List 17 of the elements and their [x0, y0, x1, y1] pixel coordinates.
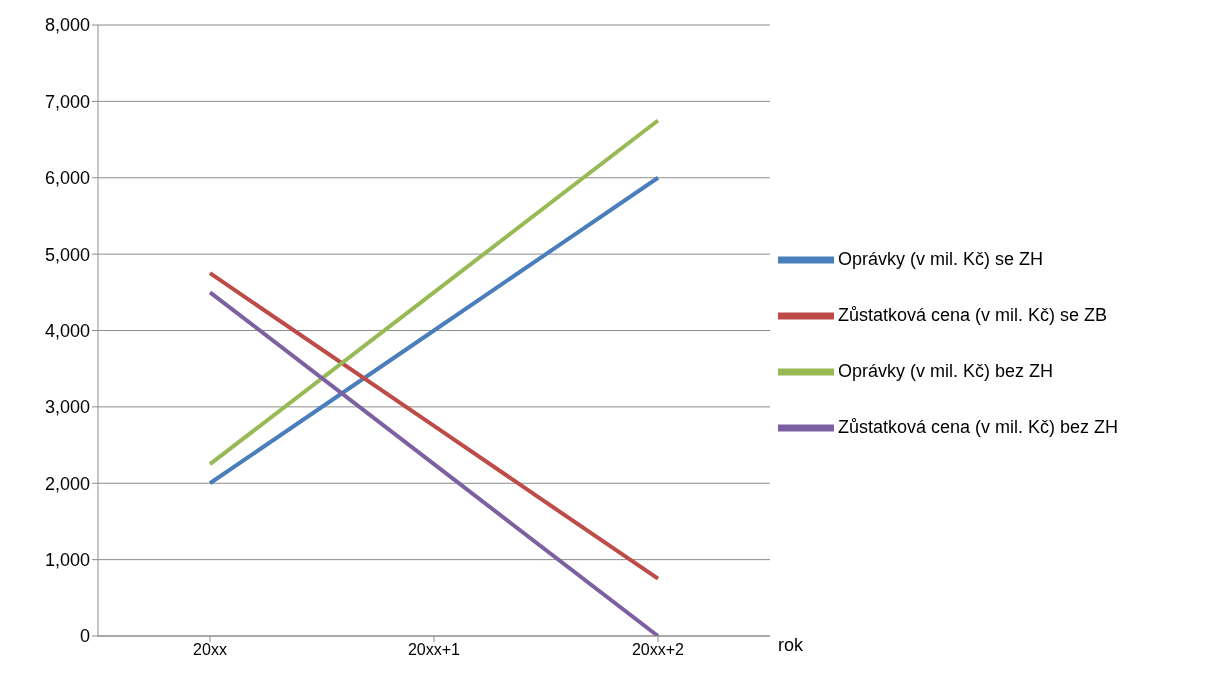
y-tick-label: 7,000: [44, 91, 90, 112]
y-tick-label: 5,000: [44, 244, 90, 265]
y-tick-label: 4,000: [44, 320, 90, 341]
y-tick-label: 3,000: [44, 397, 90, 418]
legend-label: Oprávky (v mil. Kč) se ZH: [838, 248, 1044, 269]
y-tick-label: 1,000: [44, 550, 90, 571]
y-tick-label: 0: [79, 626, 90, 647]
y-tick-label: 2,000: [44, 473, 90, 494]
y-tick-label: 8,000: [44, 15, 90, 36]
x-tick-label: 20xx+2: [631, 641, 685, 659]
y-tick-label: 6,000: [44, 168, 90, 189]
legend-label: Oprávky (v mil. Kč) bez ZH: [838, 360, 1054, 381]
x-axis-title: rok: [778, 635, 804, 656]
x-tick-label: 20xx+1: [407, 641, 461, 659]
x-tick-label: 20xx: [193, 641, 227, 659]
legend-label: Zůstatková cena (v mil. Kč) se ZB: [838, 304, 1108, 325]
legend-label: Zůstatková cena (v mil. Kč) bez ZH: [838, 416, 1119, 437]
